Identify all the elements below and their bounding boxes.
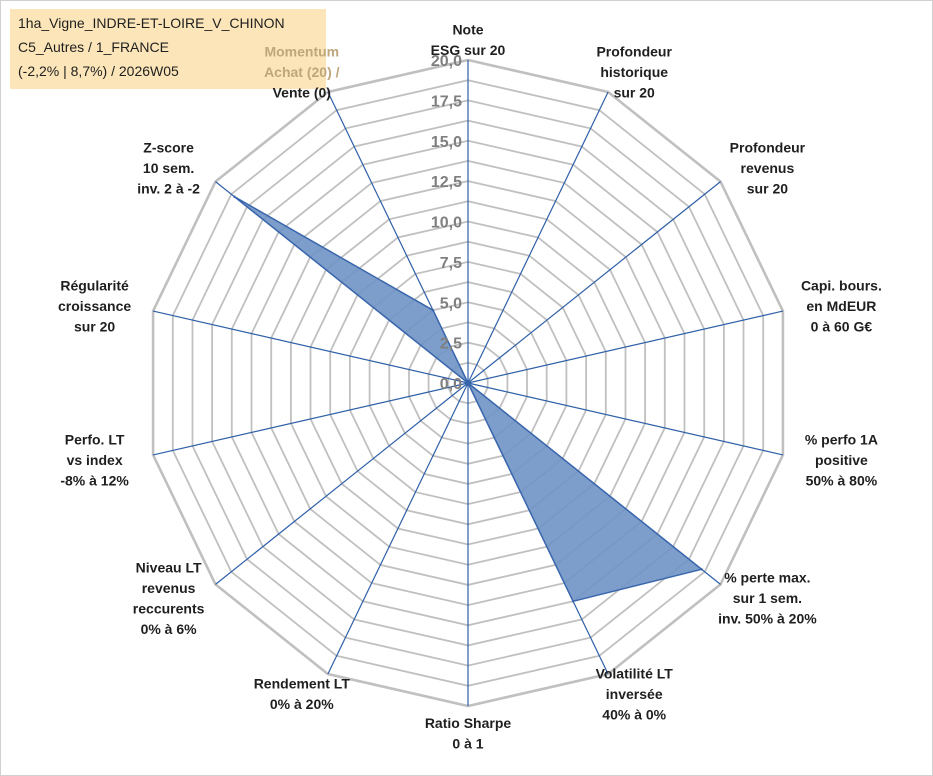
- info-title: 1ha_Vigne_INDRE-ET-LOIRE_V_CHINON: [18, 15, 285, 31]
- radar-spoke: [467, 91, 609, 384]
- radar-axis-label: Perfo. LT vs index -8% à 12%: [60, 431, 129, 488]
- radar-series: [233, 195, 704, 603]
- radar-tick-label: 7,5: [440, 255, 462, 272]
- radar-tick-label: 12,5: [431, 174, 462, 191]
- radar-axis-label: % perfo 1A positive 50% à 80%: [805, 431, 878, 488]
- radar-axis-label: Capi. bours. en MdEUR 0 à 60 G€: [801, 278, 882, 335]
- radar-axis-labels: Note ESG sur 20 Profondeur historique sur 20…: [58, 22, 882, 752]
- radar-spoke: [467, 310, 784, 384]
- radar-spoke: [467, 181, 721, 384]
- radar-axis-label: Volatilité LT inversée 40% à 0%: [596, 665, 674, 722]
- radar-axis-label: Momentum Achat (20) / Vente (0): [264, 44, 340, 101]
- radar-spoke: [152, 310, 469, 384]
- radar-axis-label: Ratio Sharpe 0 à 1: [425, 715, 512, 752]
- info-period: (-2,2% | 8,7%) / 2026W05: [18, 63, 179, 79]
- radar-tick-label: 5,0: [440, 295, 462, 312]
- radar-axis-label: Niveau LT revenus reccurents 0% à 6%: [133, 559, 205, 637]
- radar-tick-label: 20,0: [431, 53, 462, 70]
- radar-axis-label: Z-score 10 sem. inv. 2 à -2: [137, 139, 200, 196]
- radar-axis-label: Note ESG sur 20: [431, 22, 506, 59]
- radar-axis-label: Rendement LT 0% à 20%: [254, 676, 351, 713]
- radar-tick-label: 2,5: [440, 336, 462, 353]
- radar-tick-labels: 0,0 2,5 5,0 7,5 10,0 12,5 15,0 17,5 20,0: [431, 53, 462, 393]
- radar-tick-label: 0,0: [440, 376, 462, 393]
- radar-data-point: [233, 195, 236, 198]
- radar-spoke: [327, 382, 469, 675]
- info-box: 1ha_Vigne_INDRE-ET-LOIRE_V_CHINON C5_Aut…: [10, 9, 326, 89]
- radar-axis-label: % perte max. sur 1 sem. inv. 50% à 20%: [718, 570, 817, 627]
- radar-data-point: [571, 600, 575, 603]
- info-category: C5_Autres / 1_FRANCE: [18, 39, 169, 55]
- radar-tick-label: 17,5: [431, 93, 462, 110]
- radar-spoke: [152, 382, 469, 456]
- radar-data-point: [700, 568, 703, 571]
- radar-tick-label: 15,0: [431, 134, 462, 151]
- radar-axis-label: Régularité croissance sur 20: [58, 278, 131, 335]
- radar-axis-label: Profondeur revenus sur 20: [730, 139, 806, 196]
- radar-axis-label: Profondeur historique sur 20: [596, 44, 672, 101]
- radar-data-point: [431, 309, 435, 312]
- radar-spoke: [467, 382, 784, 456]
- radar-data-point: [466, 381, 470, 385]
- radar-spoke: [215, 382, 469, 585]
- radar-tick-label: 10,0: [431, 215, 462, 232]
